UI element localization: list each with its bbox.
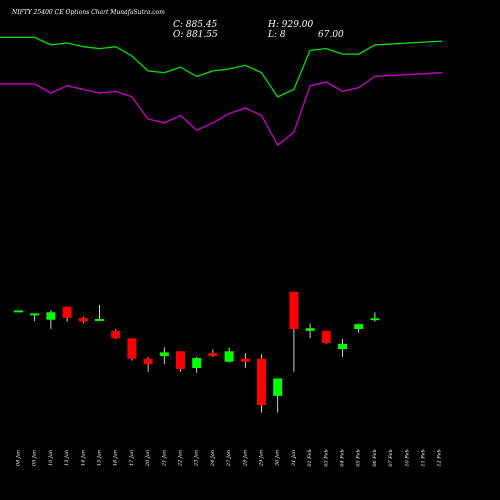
x-tick-label: 01 Feb xyxy=(307,449,313,466)
x-tick-label: 07 Feb xyxy=(388,449,394,466)
x-tick-label: 05 Feb xyxy=(356,449,362,466)
candle-body xyxy=(176,351,185,370)
x-tick-label: 10 Jan xyxy=(48,450,54,466)
candle-body xyxy=(159,352,169,357)
candle-body xyxy=(354,324,364,329)
candles-layer xyxy=(14,291,380,413)
candle xyxy=(143,356,153,372)
candle xyxy=(30,313,40,322)
low-value-suffix: 67.00 xyxy=(318,30,344,40)
x-tick-label: 24 Jan xyxy=(210,450,216,467)
low-value: L: 8 xyxy=(267,30,286,40)
candle xyxy=(321,330,331,344)
x-tick-label: 22 Jan xyxy=(178,450,184,467)
upper-band-line xyxy=(0,36,443,98)
high-value: H: 929.00 xyxy=(267,20,314,30)
candle-body xyxy=(208,353,218,357)
x-tick-label: 17 Jan xyxy=(129,450,135,466)
x-tick-label: 21 Jan xyxy=(161,450,167,467)
candle xyxy=(111,329,121,340)
candle-body xyxy=(46,312,56,320)
candle xyxy=(338,339,347,357)
x-tick-label: 28 Jan xyxy=(242,450,248,467)
candle-body xyxy=(111,330,121,339)
x-tick-label: 10 Feb xyxy=(404,449,410,466)
x-tick-label: 30 Jan xyxy=(275,450,281,466)
candle xyxy=(46,310,56,329)
x-tick-label: 20 Jan xyxy=(145,450,151,467)
candle-body xyxy=(192,357,202,368)
close-value: C: 885.45 xyxy=(173,20,218,30)
candle xyxy=(273,378,283,413)
candle xyxy=(240,353,250,368)
x-tick-label: 23 Jan xyxy=(194,450,200,467)
x-tick-label: 06 Feb xyxy=(372,449,378,466)
x-tick-label: 31 Jan xyxy=(291,450,297,466)
candle-body xyxy=(143,358,153,365)
candle xyxy=(176,351,185,372)
candle-body xyxy=(78,317,88,322)
candle xyxy=(192,356,202,373)
x-axis-ticks: 08 Jan 09 Jan 10 Jan 13 Jan 14 Jan 15 Jan 16 J… xyxy=(16,449,443,467)
candle xyxy=(127,337,137,361)
x-tick-label: 12 Feb xyxy=(437,449,443,466)
candle xyxy=(354,323,364,333)
x-tick-label: 03 Feb xyxy=(323,449,329,466)
candle-body xyxy=(62,306,72,318)
candle xyxy=(78,316,88,324)
candle-body xyxy=(95,318,104,321)
x-tick-label: 27 Jan xyxy=(226,450,232,467)
x-tick-label: 09 Jan xyxy=(32,450,38,466)
candle-body xyxy=(273,378,283,396)
candle-body xyxy=(370,318,380,321)
candle-body xyxy=(224,351,234,362)
x-tick-label: 04 Feb xyxy=(340,449,346,466)
candle-body xyxy=(127,338,137,359)
bands-layer xyxy=(0,36,443,147)
x-tick-label: 16 Jan xyxy=(113,450,119,466)
x-tick-label: 14 Jan xyxy=(80,450,86,466)
candle xyxy=(370,312,380,322)
candle-body xyxy=(289,291,299,329)
candle-body xyxy=(240,358,250,362)
candle-body xyxy=(305,328,315,331)
x-tick-label: 29 Jan xyxy=(259,450,265,467)
x-tick-label: 13 Jan xyxy=(64,450,70,466)
x-tick-label: 08 Jan xyxy=(16,450,22,466)
candle xyxy=(257,354,266,413)
candle xyxy=(62,306,72,322)
candle-body xyxy=(338,343,347,350)
candle xyxy=(224,347,234,363)
candle-body xyxy=(321,330,331,344)
candle-body xyxy=(14,310,23,313)
candle xyxy=(208,349,218,357)
candle xyxy=(95,304,104,321)
x-tick-label: 11 Feb xyxy=(421,449,427,466)
candle xyxy=(305,323,315,339)
candle-body xyxy=(30,313,40,316)
open-value: O: 881.55 xyxy=(173,30,218,40)
x-tick-label: 15 Jan xyxy=(97,450,103,466)
candle xyxy=(14,310,23,313)
candle xyxy=(159,347,169,365)
candle-body xyxy=(257,358,266,406)
chart-title: NIFTY 25400 CE Options Chart MunafaSutra… xyxy=(11,9,165,16)
lower-band-line xyxy=(0,72,443,147)
candle xyxy=(289,291,299,372)
